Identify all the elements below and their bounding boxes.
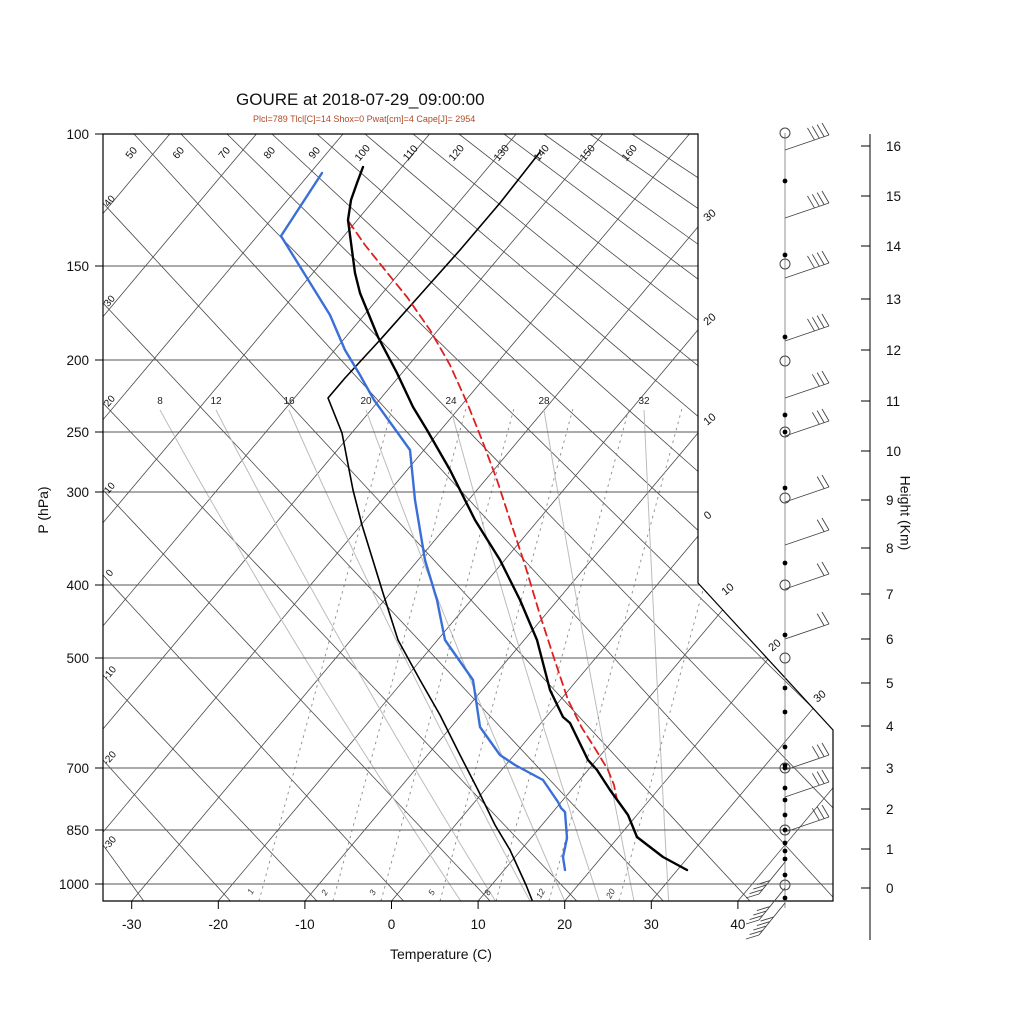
svg-text:0: 0 — [388, 917, 396, 932]
svg-text:100: 100 — [352, 142, 373, 163]
svg-text:10: 10 — [702, 411, 719, 428]
pressure-gridlines — [103, 265, 833, 885]
svg-text:20: 20 — [102, 393, 118, 409]
pressure-axis: 100 150 200 250 300 400 500 700 850 1000 — [59, 127, 103, 892]
svg-text:16: 16 — [886, 139, 901, 154]
svg-text:40: 40 — [730, 917, 745, 932]
svg-text:-30: -30 — [101, 834, 119, 852]
auxiliary-adiabat-curve — [327, 151, 541, 901]
svg-text:20: 20 — [557, 917, 572, 932]
svg-text:1: 1 — [245, 887, 256, 896]
svg-text:30: 30 — [812, 688, 829, 705]
temperature-axis: -30 -20 -10 0 10 20 30 40 — [122, 901, 745, 932]
svg-text:16: 16 — [283, 396, 295, 407]
svg-text:50: 50 — [123, 145, 140, 162]
svg-text:60: 60 — [170, 145, 187, 162]
chart-subtitle: Plcl=789 Tlcl[C]=14 Shox=0 Pwat[cm]=4 Ca… — [253, 114, 476, 124]
svg-text:110: 110 — [401, 143, 421, 164]
temperature-curve — [346, 165, 689, 872]
svg-text:15: 15 — [886, 189, 901, 204]
svg-text:5: 5 — [426, 888, 437, 897]
svg-text:30: 30 — [644, 917, 659, 932]
svg-text:20: 20 — [603, 887, 617, 901]
svg-text:90: 90 — [306, 145, 323, 162]
svg-text:7: 7 — [886, 587, 894, 602]
svg-text:11: 11 — [886, 394, 900, 409]
svg-text:0: 0 — [886, 881, 894, 896]
svg-text:10: 10 — [471, 917, 486, 932]
svg-text:130: 130 — [491, 142, 512, 163]
svg-text:1000: 1000 — [59, 877, 89, 892]
svg-text:14: 14 — [886, 239, 902, 254]
svg-text:80: 80 — [261, 145, 278, 162]
svg-text:20: 20 — [767, 637, 784, 654]
svg-text:12: 12 — [534, 887, 548, 900]
mixing-ratio-lines — [258, 407, 753, 901]
svg-text:200: 200 — [66, 353, 89, 368]
svg-text:2: 2 — [318, 888, 330, 898]
svg-text:-20: -20 — [209, 917, 229, 932]
svg-text:4: 4 — [886, 719, 894, 734]
svg-text:140: 140 — [531, 142, 552, 163]
svg-text:1: 1 — [886, 842, 894, 857]
svg-text:700: 700 — [66, 761, 89, 776]
svg-text:10: 10 — [886, 444, 901, 459]
svg-text:-30: -30 — [122, 917, 142, 932]
svg-text:12: 12 — [886, 343, 901, 358]
svg-text:10: 10 — [720, 581, 737, 598]
svg-text:24: 24 — [445, 396, 457, 407]
moist-adiabat-lines — [159, 409, 670, 901]
svg-text:250: 250 — [66, 425, 89, 440]
svg-text:32: 32 — [638, 396, 650, 407]
svg-text:120: 120 — [446, 142, 467, 163]
svg-text:20: 20 — [702, 311, 719, 328]
svg-text:500: 500 — [66, 651, 89, 666]
svg-text:12: 12 — [210, 396, 222, 407]
svg-text:400: 400 — [66, 578, 89, 593]
svg-text:8: 8 — [482, 888, 493, 897]
svg-text:8: 8 — [157, 396, 163, 407]
svg-text:-10: -10 — [101, 664, 119, 682]
svg-text:0: 0 — [104, 567, 116, 579]
svg-text:150: 150 — [66, 259, 89, 274]
svg-text:40: 40 — [102, 193, 118, 209]
svg-text:6: 6 — [886, 632, 894, 647]
svg-text:300: 300 — [66, 485, 89, 500]
svg-text:-10: -10 — [295, 917, 315, 932]
svg-text:9: 9 — [886, 493, 894, 508]
svg-text:0: 0 — [702, 509, 714, 522]
svg-text:3: 3 — [886, 761, 894, 776]
wind-barb-column — [745, 122, 830, 940]
parcel-path-curve — [348, 221, 618, 801]
plot-boundary — [102, 133, 834, 902]
grid-labels: 50 60 70 80 90 100 110 120 130 140 150 160403020100… — [101, 142, 828, 901]
chart-title: GOURE at 2018-07-29_09:00:00 — [236, 90, 485, 109]
svg-text:30: 30 — [702, 207, 719, 224]
svg-text:30: 30 — [102, 293, 118, 309]
svg-text:3: 3 — [367, 888, 378, 897]
svg-text:20: 20 — [360, 396, 372, 407]
svg-text:100: 100 — [66, 127, 89, 142]
svg-text:28: 28 — [538, 396, 550, 407]
svg-text:160: 160 — [619, 142, 640, 163]
dewpoint-curve — [279, 171, 569, 872]
svg-text:13: 13 — [886, 292, 901, 307]
svg-text:70: 70 — [216, 145, 233, 162]
svg-text:10: 10 — [102, 480, 118, 496]
svg-text:5: 5 — [886, 676, 894, 691]
svg-text:2: 2 — [886, 802, 894, 817]
svg-text:-20: -20 — [101, 749, 119, 767]
svg-text:8: 8 — [886, 541, 894, 556]
temperature-axis-title: Temperature (C) — [390, 946, 492, 962]
svg-text:850: 850 — [66, 823, 89, 838]
